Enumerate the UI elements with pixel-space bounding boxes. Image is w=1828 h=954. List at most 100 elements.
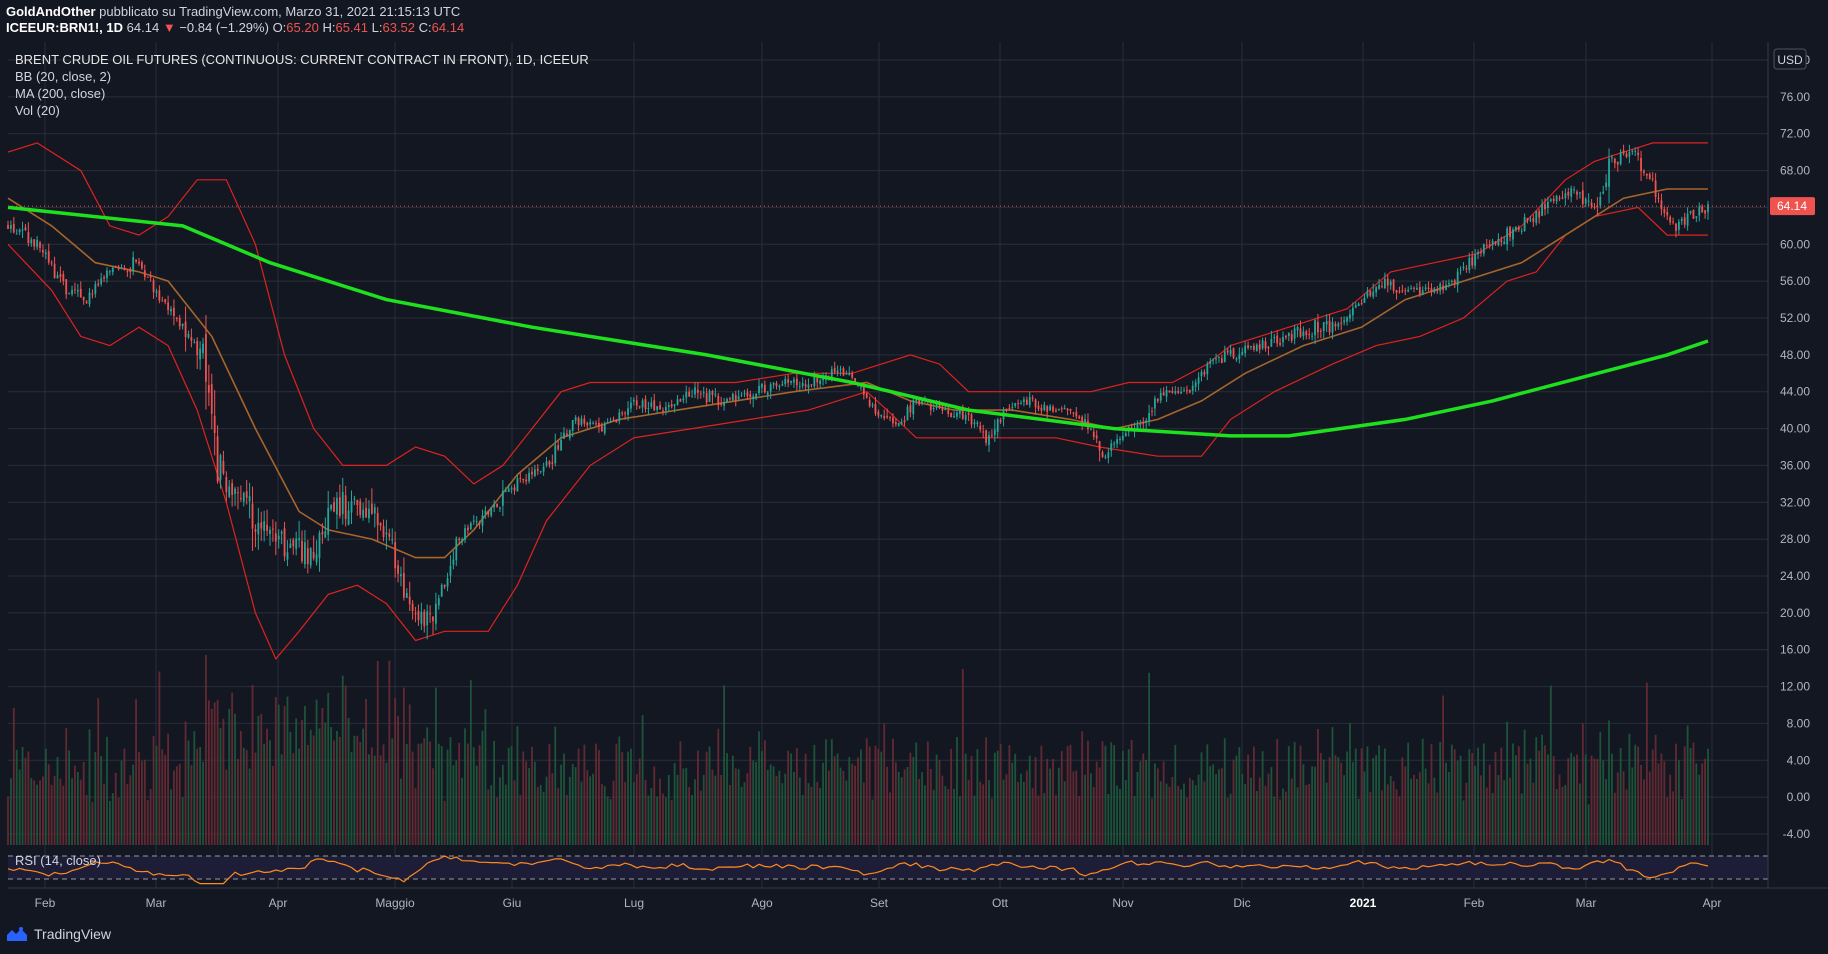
ma-legend[interactable]: MA (200, close) [15,86,106,101]
candle-body [1576,191,1578,195]
candle-body [33,239,36,247]
volume-bar [7,796,9,845]
volume-bar [1360,748,1363,845]
volume-bar [618,736,621,845]
candle-body [1113,443,1116,445]
candle-body [199,348,202,360]
symbol-label[interactable]: ICEEUR:BRN1!, 1D [6,20,124,35]
rsi-legend[interactable]: RSI (14, close) [15,853,101,868]
volume-bar [289,731,292,845]
candle-body [1401,290,1404,292]
currency-badge[interactable]: USD [1773,48,1807,70]
volume-bar [1186,797,1188,845]
volume-bar [1465,782,1468,845]
volume-bar [1136,772,1139,845]
candle-body [71,289,73,295]
volume-bar [1031,787,1034,845]
volume-bar [1357,798,1360,845]
volume-bar [731,755,734,845]
volume-bar [283,705,286,845]
price-tick-label: 12.00 [1780,680,1810,694]
volume-bar [91,802,94,845]
candle-body [1357,303,1360,307]
volume-bar [1095,761,1098,845]
volume-bar [1366,746,1369,845]
vol-legend[interactable]: Vol (20) [15,103,60,118]
candle-body [638,406,641,408]
volume-bar [1692,742,1695,845]
candle-body [892,417,894,424]
candle-body [190,337,193,341]
candle-body [1308,333,1311,335]
volume-bar [1034,757,1037,845]
candle-body [1666,212,1669,216]
volume-bar [199,747,202,845]
volume-bar [647,795,650,845]
candle-body [819,380,822,385]
time-tick-label: Feb [35,896,56,910]
candle-body [123,268,126,271]
candlesticks [7,144,1709,640]
volume-bar [1218,769,1220,845]
candle-body [1389,281,1392,286]
candle-body [251,503,254,529]
volume-bar [53,775,56,845]
volume-bar [193,731,196,845]
candle-body [1613,158,1616,164]
price-tick-label: 56.00 [1780,274,1810,288]
candle-body [1555,196,1558,202]
volume-bar [143,759,146,845]
volume-bar [141,761,143,845]
time-tick-label: Set [870,896,889,910]
candle-body [1395,290,1398,293]
candle-body [790,380,792,383]
volume-bar [1593,758,1596,845]
volume-bar [612,780,615,845]
bb-legend[interactable]: BB (20, close, 2) [15,69,112,84]
volume-bar [673,762,676,845]
candle-body [574,417,577,421]
volume-bar [1066,746,1069,845]
volume-bar [1229,793,1232,845]
volume-bar [947,789,950,845]
candle-body [1066,408,1069,411]
candle-body [970,414,973,425]
volume-bar [536,787,539,845]
candle-body [944,408,947,410]
candle-body [583,418,586,424]
tradingview-logo[interactable]: TradingView [6,926,111,942]
volume-bar [493,740,496,845]
volume-bar [921,772,923,845]
volume-bar [1127,749,1130,845]
volume-bar [385,762,388,845]
candle-body [292,539,295,547]
candle-body [632,399,635,402]
volume-bar [801,794,804,845]
volume-bar [269,740,271,845]
volume-bar [167,733,170,845]
candle-body [513,487,516,491]
volume-bar [708,746,711,845]
candle-body [187,333,190,338]
candle-body [1235,358,1238,360]
volume-bar [1145,760,1148,845]
publisher-name[interactable]: GoldAndOther [6,4,96,19]
volume-bar [1319,752,1322,845]
volume-bar [938,760,941,845]
volume-bar [714,775,717,845]
volume-bar [1296,787,1299,845]
candle-body [1445,284,1447,290]
candle-body [1200,371,1203,377]
brand-label: TradingView [34,926,112,942]
time-axis[interactable]: Feb Mar Apr Maggio Giu Lug Ago Set Ott Nov Dic 2021… [35,896,1722,910]
candle-body [312,551,315,559]
candle-body [1089,429,1092,431]
candle-body [577,417,580,426]
candle-body [341,491,344,514]
volume-bar [1121,751,1124,845]
candle-body [65,279,68,295]
candle-body [1226,350,1229,353]
candle-body [280,531,283,534]
volume-bar [1351,762,1354,845]
